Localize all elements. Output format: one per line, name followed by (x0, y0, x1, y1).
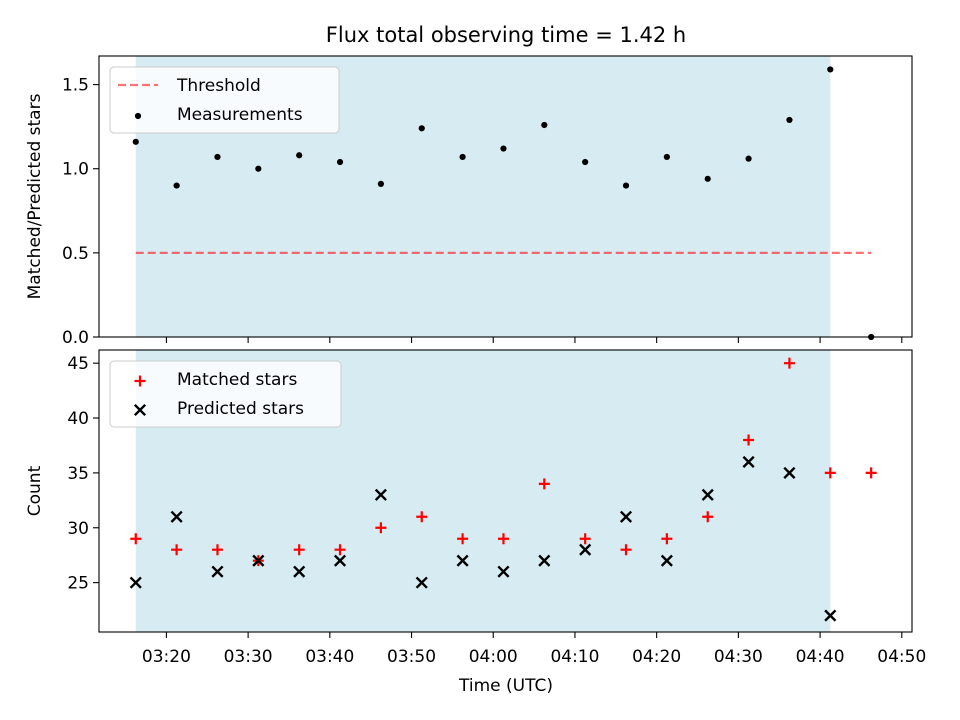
x-tick-label: 04:30 (714, 647, 763, 667)
measurement-point (827, 66, 834, 73)
y-tick-label: 25 (67, 574, 89, 594)
predicted-star-point (579, 543, 592, 556)
predicted-star-point (701, 488, 714, 501)
legend-label: Predicted stars (177, 399, 304, 419)
measurement-point (663, 153, 670, 161)
matched-star-point (375, 522, 387, 534)
x-tick-label: 04:50 (877, 647, 926, 667)
x-tick-label: 04:00 (469, 647, 518, 667)
x-tick-label: 04:40 (796, 647, 845, 667)
y-tick-label: 1.5 (62, 76, 89, 96)
measurement-point (622, 182, 630, 189)
x-tick-label: 03:40 (305, 647, 354, 667)
matched-star-point (538, 478, 550, 490)
matched-star-point (579, 533, 591, 545)
predicted-star-point (374, 488, 387, 501)
measurement-point (377, 180, 384, 187)
count-panel: 25 30 35 40 45 03:20 03:30 03:40 03:50 04:00 04:10… (25, 349, 926, 667)
x-tick-label: 04:10 (550, 647, 599, 667)
legend-matched-swatch (134, 375, 146, 387)
legend-predicted-swatch (133, 403, 147, 417)
matched-star-point (293, 544, 305, 556)
measurement-point (132, 138, 139, 145)
matched-star-point (865, 467, 877, 479)
legend-label: Measurements (177, 105, 303, 125)
predicted-star-point (211, 565, 224, 578)
measurement-point (459, 153, 466, 161)
x-tick-label: 03:50 (387, 647, 436, 667)
matched-star-point (661, 533, 673, 545)
measurement-point (745, 155, 752, 162)
predicted-star-point (129, 576, 142, 589)
x-tick-label: 03:20 (142, 647, 191, 667)
y-tick-label: 1.0 (62, 160, 89, 180)
ratio-panel: 0.0 0.5 1.0 1.5 Matched/Predicted stars Thres… (25, 55, 913, 348)
predicted-star-point (824, 609, 837, 622)
matched-star-point (334, 544, 346, 556)
y-tick-label: 40 (67, 409, 89, 429)
matched-star-point (783, 357, 795, 369)
matched-star-point (457, 533, 469, 545)
matched-star-point (620, 544, 632, 556)
x-tick-label: 03:30 (224, 647, 273, 667)
measurement-point (704, 175, 711, 182)
predicted-star-point (456, 554, 469, 567)
y-tick-label: 35 (67, 464, 89, 484)
measurement-point (541, 121, 548, 129)
measurement-point (786, 116, 793, 124)
y-tick-label: 30 (67, 519, 89, 539)
matched-star-point (171, 544, 183, 556)
y-tick-label: 0.0 (62, 328, 89, 348)
matched-star-point (211, 544, 223, 556)
matched-star-point (497, 533, 509, 545)
measurement-point (500, 145, 507, 152)
x-axis-label: Time (UTC) (458, 676, 553, 696)
predicted-star-point (497, 565, 510, 578)
legend-box (109, 360, 342, 428)
axes-frame (98, 55, 913, 338)
matched-star-point (130, 533, 142, 545)
predicted-star-point (538, 554, 551, 567)
legend-label: Threshold (176, 76, 261, 96)
chart-title: Flux total observing time = 1.42 h (326, 23, 686, 47)
y-axis-label: Count (25, 465, 45, 516)
legend-label: Matched stars (177, 370, 297, 390)
predicted-star-point (252, 554, 265, 567)
measurement-point (418, 125, 425, 132)
measurement-point (173, 182, 180, 189)
measurement-point (582, 158, 589, 166)
predicted-star-point (293, 565, 306, 578)
matched-star-point (743, 434, 755, 446)
axes-frame (98, 349, 913, 633)
predicted-star-point (170, 510, 183, 523)
predicted-star-point (619, 510, 633, 523)
predicted-star-point (660, 554, 673, 567)
predicted-star-point (333, 554, 347, 567)
predicted-star-point (783, 466, 796, 479)
x-tick-label: 04:20 (632, 647, 681, 667)
measurement-point (214, 153, 221, 161)
y-tick-label: 45 (67, 354, 89, 374)
predicted-star-point (415, 576, 428, 589)
measurement-point (255, 165, 262, 172)
y-axis-label: Matched/Predicted stars (25, 93, 45, 299)
legend-measurements-swatch (134, 112, 142, 120)
measurement-point (296, 152, 303, 159)
y-tick-label: 0.5 (62, 244, 89, 264)
measurement-point (336, 158, 344, 166)
matched-star-point (702, 511, 714, 523)
legend-box (109, 66, 340, 134)
matched-star-point (416, 511, 428, 523)
matched-star-point (824, 467, 836, 479)
predicted-star-point (742, 455, 755, 468)
